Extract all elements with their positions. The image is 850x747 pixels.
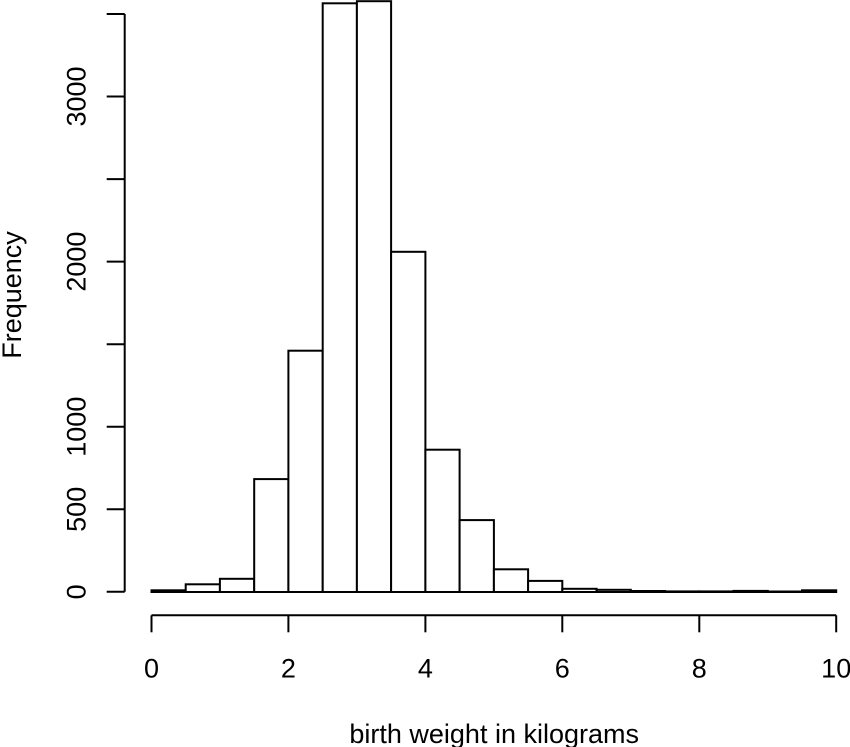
svg-text:8: 8 (692, 654, 707, 684)
svg-text:10: 10 (821, 654, 850, 684)
svg-text:2: 2 (281, 654, 296, 684)
svg-text:Frequency: Frequency (0, 231, 27, 359)
svg-text:0: 0 (62, 584, 92, 599)
svg-text:0: 0 (144, 654, 159, 684)
svg-text:4: 4 (418, 654, 433, 684)
svg-text:500: 500 (62, 487, 92, 532)
svg-text:3000: 3000 (62, 66, 92, 126)
svg-text:1000: 1000 (62, 397, 92, 457)
svg-text:2000: 2000 (62, 232, 92, 292)
svg-text:birth weight in kilograms: birth weight in kilograms (349, 719, 639, 747)
svg-text:6: 6 (555, 654, 570, 684)
